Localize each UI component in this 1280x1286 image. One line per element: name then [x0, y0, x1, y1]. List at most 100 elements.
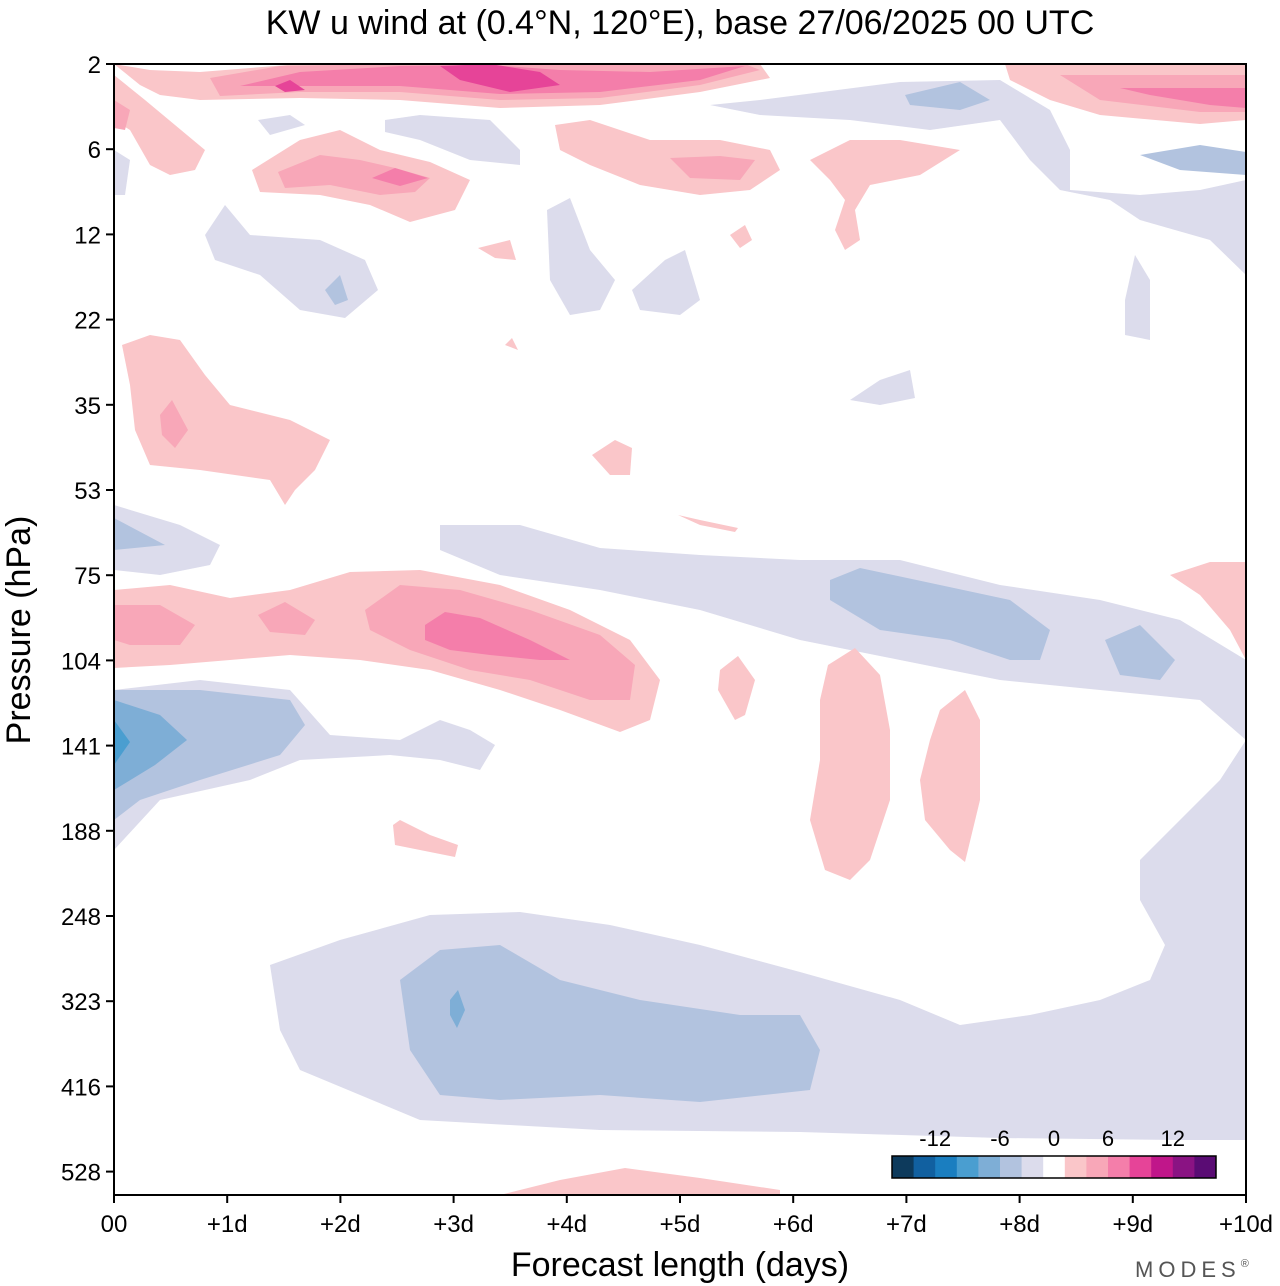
colorbar-swatch — [935, 1156, 958, 1178]
contour-pos2-35 — [122, 335, 330, 505]
contour-neg2-6 — [385, 115, 520, 165]
y-tick-label: 2 — [88, 52, 101, 79]
contour-neg2-right — [440, 525, 1246, 740]
colorbar-swatch — [1021, 1156, 1044, 1178]
colorbar: -12 -6 0 6 12 — [891, 1126, 1217, 1179]
contour-pos4-left — [114, 100, 130, 130]
contour-pos2-bottom — [500, 1168, 780, 1195]
y-axis: 2 6 12 22 35 53 75 104 141 188 248 323 416 528 — [61, 52, 114, 1187]
y-tick-label: 416 — [61, 1074, 101, 1101]
contour-pos8-2b — [275, 80, 305, 92]
x-tick-label: +8d — [999, 1211, 1040, 1238]
y-tick-label: 53 — [74, 478, 101, 505]
contour-pos4-35 — [160, 400, 188, 448]
contour-pos6-6 — [372, 168, 428, 186]
y-tick-label: 528 — [61, 1160, 101, 1187]
x-tick-label: +1d — [207, 1211, 248, 1238]
brand-name: MODES — [1135, 1257, 1241, 1282]
y-tick-label: 248 — [61, 904, 101, 931]
x-axis: 00 +1d +2d +3d +4d +5d +6d +7d +8d +9d +10d — [101, 1195, 1273, 1238]
contour-pos2-141 — [718, 656, 755, 720]
contour-neg4-6r — [1140, 145, 1246, 175]
colorbar-frame — [891, 1155, 1217, 1179]
contour-pos4-6c — [670, 156, 755, 180]
contour-neg2-2r — [710, 80, 1246, 275]
y-tick-label: 188 — [61, 819, 101, 846]
contour-pos2-35a — [592, 440, 632, 475]
colorbar-swatch — [1151, 1156, 1174, 1178]
colorbar-label: 0 — [1048, 1126, 1060, 1151]
contour-pos4-104b — [258, 602, 315, 635]
contour-fills — [114, 64, 1246, 1195]
x-tick-label: +3d — [433, 1211, 474, 1238]
contour-neg2-12c — [632, 250, 700, 315]
y-tick-label: 104 — [61, 648, 101, 675]
colorbar-swatch — [1000, 1156, 1023, 1178]
contour-pos2-75r — [1170, 562, 1246, 660]
contour-pos2-22a — [505, 338, 518, 350]
contour-neg4-lower — [400, 945, 820, 1102]
contour-neg2-12b — [547, 198, 615, 315]
contour-pos2-188c — [393, 820, 458, 857]
x-tick-label: +4d — [546, 1211, 587, 1238]
colorbar-swatch — [1194, 1156, 1217, 1178]
colorbar-label: 12 — [1161, 1126, 1185, 1151]
brand-logo: MODES® — [1135, 1257, 1249, 1282]
colorbar-swatch — [1129, 1156, 1152, 1178]
contour-pos2-6r — [810, 140, 960, 250]
y-tick-label: 6 — [88, 137, 101, 164]
x-tick-label: +9d — [1112, 1211, 1153, 1238]
y-tick-label: 75 — [74, 563, 101, 590]
contour-neg6-lower — [450, 990, 465, 1028]
colorbar-swatch — [1043, 1156, 1066, 1178]
contour-pos2-left — [114, 75, 205, 175]
y-tick-label: 22 — [74, 308, 101, 335]
brand-mark: ® — [1241, 1258, 1249, 1270]
contour-pos2-12a — [478, 240, 516, 260]
contour-neg2-6l — [114, 150, 130, 195]
contour-pos4-6 — [278, 155, 430, 195]
colorbar-swatch — [1172, 1156, 1195, 1178]
x-tick-label: +2d — [320, 1211, 361, 1238]
contour-pos6-104 — [425, 612, 570, 660]
x-tick-label: +10d — [1219, 1211, 1273, 1238]
contour-neg4-right2 — [1105, 625, 1175, 680]
contour-neg2-53 — [114, 505, 220, 575]
colorbar-swatch — [892, 1156, 915, 1178]
colorbar-label: -12 — [919, 1126, 951, 1151]
x-tick-label: 00 — [101, 1211, 128, 1238]
contour-neg2-6m — [258, 115, 305, 135]
contour-pos8-2 — [440, 64, 560, 92]
contour-pos2-188a — [810, 648, 890, 880]
contour-pos2-12b — [730, 225, 752, 248]
colorbar-swatch — [1108, 1156, 1131, 1178]
contour-neg2-bottomr — [1232, 1060, 1246, 1095]
contour-neg4-53 — [114, 518, 165, 550]
chart-title: KW u wind at (0.4°N, 120°E), base 27/06/… — [266, 4, 1095, 42]
colorbar-swatch — [978, 1156, 1001, 1178]
contour-pos6-2r — [1120, 88, 1246, 108]
y-tick-label: 323 — [61, 989, 101, 1016]
x-axis-label: Forecast length (days) — [511, 1246, 849, 1284]
x-tick-label: +5d — [660, 1211, 701, 1238]
y-tick-label: 12 — [74, 222, 101, 249]
contour-neg2-22r — [1125, 255, 1150, 340]
x-tick-label: +7d — [886, 1211, 927, 1238]
contour-neg6-left — [114, 700, 187, 790]
contour-neg4-right — [830, 568, 1050, 660]
colorbar-label: 6 — [1102, 1126, 1114, 1151]
plot-area — [113, 63, 1247, 1196]
x-tick-label: +6d — [773, 1211, 814, 1238]
contour-neg2-35 — [850, 370, 915, 405]
contour-neg8-left — [114, 720, 130, 765]
y-tick-label: 35 — [74, 393, 101, 420]
y-axis-label: Pressure (hPa) — [0, 516, 38, 745]
contour-pos2-53a — [678, 515, 738, 532]
colorbar-swatch — [956, 1156, 979, 1178]
colorbar-label: -6 — [990, 1126, 1010, 1151]
colorbar-swatch — [1086, 1156, 1109, 1178]
y-tick-label: 141 — [61, 734, 101, 761]
contour-neg4-12 — [325, 275, 348, 305]
contour-pos4-104 — [114, 605, 195, 645]
